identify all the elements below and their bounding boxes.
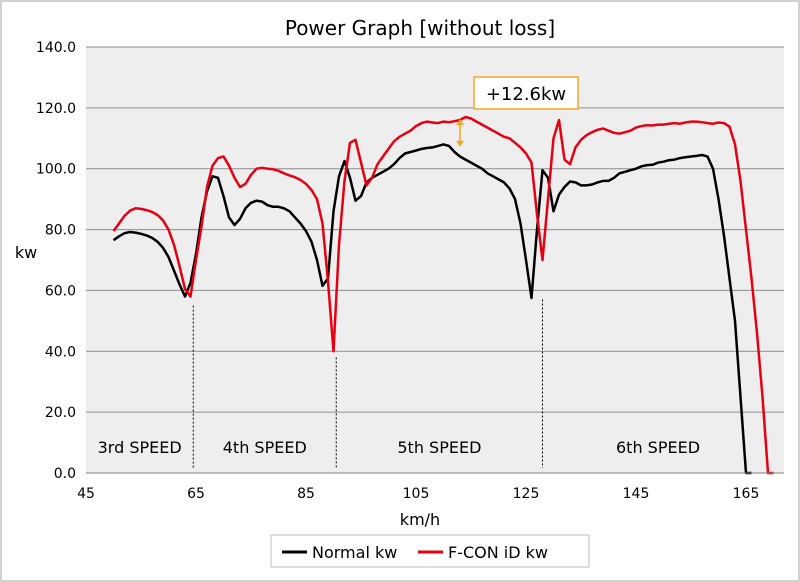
y-tick-label: 120.0 (36, 101, 76, 117)
y-tick-label: 40.0 (45, 344, 76, 360)
y-tick-label: 140.0 (36, 40, 76, 56)
grid-lines (86, 46, 784, 413)
x-tick-label: 145 (623, 486, 650, 502)
y-axis-title: kw (15, 243, 37, 262)
speed-region-label: 4th SPEED (223, 438, 307, 457)
annotation-label: +12.6kw (486, 84, 566, 105)
x-tick-label: 65 (187, 486, 205, 502)
x-tick-label: 165 (733, 486, 760, 502)
x-tick-label: 45 (77, 486, 95, 502)
speed-regions: 3rd SPEED 4th SPEED 5th SPEED 6th SPEED (98, 299, 700, 468)
speed-region-label: 6th SPEED (616, 438, 700, 457)
x-axis-title: km/h (400, 510, 440, 529)
annotation-box (473, 76, 579, 110)
y-tick-label: 20.0 (45, 405, 76, 421)
annotation: +12.6kw (456, 76, 579, 147)
x-tick-label: 125 (513, 486, 540, 502)
series-line-fcon-id-kw (112, 115, 774, 475)
y-tick-label: 60.0 (45, 283, 76, 299)
legend-label-fcon-id-kw: F-CON iD kw (448, 543, 548, 562)
series-line-normal-kw (112, 143, 752, 475)
chart-title: Power Graph [without loss] (285, 16, 555, 40)
legend: Normal kw F-CON iD kw (270, 534, 590, 568)
legend-label-normal-kw: Normal kw (312, 543, 397, 562)
speed-region-label: 5th SPEED (397, 438, 481, 457)
y-tick-label: 0.0 (54, 466, 76, 482)
y-tick-label: 80.0 (45, 223, 76, 239)
x-axis-ticks: 45 65 85 105 125 145 165 (77, 486, 759, 502)
y-axis-ticks: 0.0 20.0 40.0 60.0 80.0 100.0 120.0 140.0 (36, 40, 76, 482)
speed-region-label: 3rd SPEED (98, 438, 182, 457)
x-tick-label: 85 (297, 486, 315, 502)
plot-area (86, 47, 784, 473)
annotation-arrowhead-down (456, 140, 464, 147)
annotation-arrowhead-up (456, 118, 464, 125)
y-tick-label: 100.0 (36, 162, 76, 178)
x-tick-label: 105 (403, 486, 430, 502)
series-lines (112, 115, 774, 475)
